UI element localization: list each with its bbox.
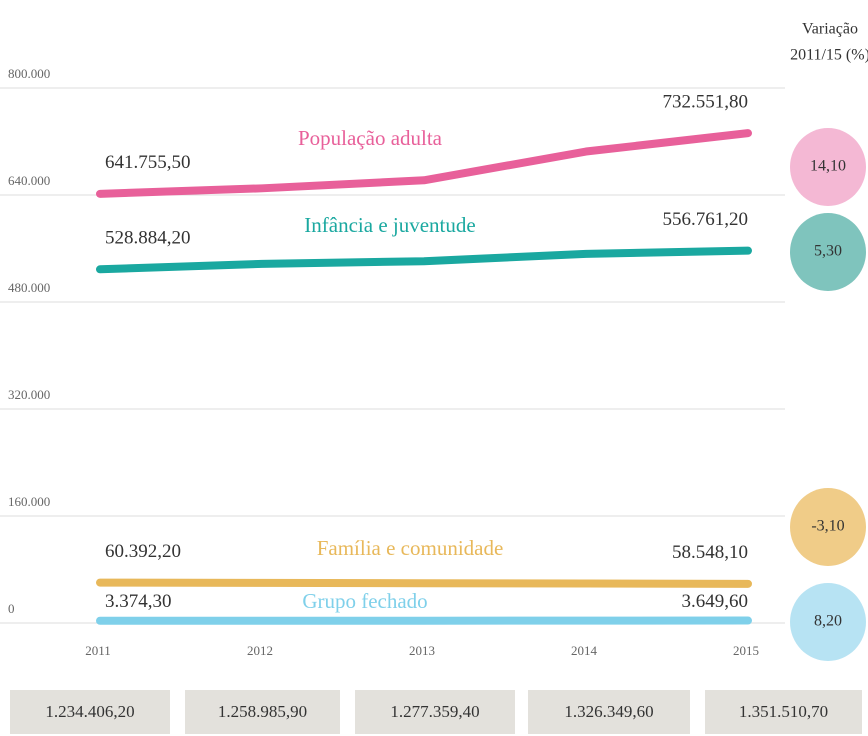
line	[96, 129, 752, 198]
data-label: 3.374,30	[105, 591, 172, 612]
total-box	[355, 690, 515, 734]
y-tick-label: 640.000	[8, 173, 50, 188]
total-box	[10, 690, 170, 734]
variation-header: 2011/15 (%)	[790, 47, 868, 64]
total-value: 1.234.406,20	[45, 702, 134, 721]
total-value: 1.351.510,70	[739, 702, 828, 721]
variation-circle	[790, 583, 866, 661]
variation-value: -3,10	[811, 518, 844, 535]
total-value: 1.277.359,40	[390, 702, 479, 721]
variation-value: 14,10	[810, 158, 846, 175]
variation-circle	[790, 213, 866, 291]
data-label: 641.755,50	[105, 152, 191, 173]
total-box	[705, 690, 862, 734]
data-label: 556.761,20	[663, 209, 749, 230]
data-label: 58.548,10	[672, 542, 748, 563]
x-tick-label: 2013	[409, 643, 435, 658]
x-tick-label: 2015	[733, 643, 759, 658]
y-tick-label: 160.000	[8, 494, 50, 509]
total-value: 1.258.985,90	[218, 702, 307, 721]
series-label: Família e comunidade	[317, 536, 504, 560]
series-label: Infância e juventude	[304, 213, 475, 237]
series-label: População adulta	[298, 126, 443, 150]
total-value: 1.326.349,60	[564, 702, 653, 721]
variation-header: Variação	[802, 21, 858, 38]
total-box	[528, 690, 690, 734]
total-box	[185, 690, 340, 734]
y-tick-label: 480.000	[8, 280, 50, 295]
line	[96, 246, 752, 274]
x-tick-label: 2012	[247, 643, 273, 658]
data-label: 528.884,20	[105, 228, 191, 249]
data-label: 3.649,60	[682, 591, 749, 612]
variation-circle	[790, 128, 866, 206]
variation-circle	[790, 488, 866, 566]
line	[96, 578, 752, 588]
y-tick-label: 0	[8, 601, 15, 616]
variation-value: 5,30	[814, 243, 842, 260]
y-tick-label: 320.000	[8, 387, 50, 402]
data-label: 732.551,80	[663, 91, 749, 112]
x-tick-label: 2014	[571, 643, 598, 658]
data-label: 60.392,20	[105, 541, 181, 562]
x-tick-label: 2011	[85, 643, 111, 658]
y-tick-label: 800.000	[8, 66, 50, 81]
series-label: Grupo fechado	[302, 589, 427, 613]
variation-value: 8,20	[814, 613, 842, 630]
